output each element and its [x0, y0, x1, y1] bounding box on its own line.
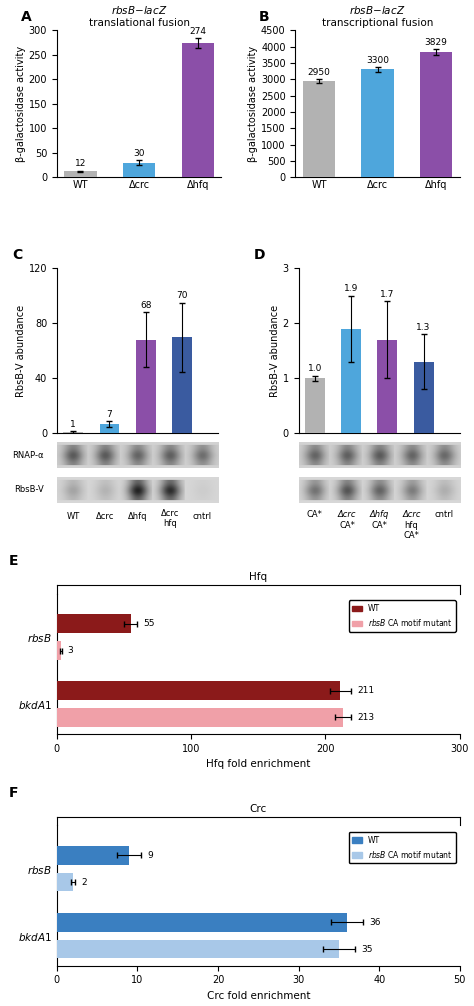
Bar: [341, 329, 361, 434]
Text: E: E: [9, 554, 18, 568]
Text: 12: 12: [75, 159, 86, 168]
Text: 1.0: 1.0: [308, 364, 322, 373]
Bar: [57, 912, 347, 932]
Text: 1.3: 1.3: [416, 323, 431, 332]
Text: hfq: hfq: [163, 519, 177, 528]
Text: Δhfq: Δhfq: [128, 512, 147, 521]
Text: B: B: [259, 10, 270, 24]
Bar: [420, 52, 452, 177]
Text: 2950: 2950: [308, 67, 330, 76]
Title: $\it{rbsB}$$\it{-lacZ}$
translational fusion: $\it{rbsB}$$\it{-lacZ}$ translational fu…: [89, 4, 190, 28]
Text: CA*: CA*: [371, 521, 387, 530]
Text: cntrl: cntrl: [434, 510, 453, 519]
Text: 7: 7: [107, 409, 112, 418]
Y-axis label: RbsB-V abundance: RbsB-V abundance: [16, 305, 26, 397]
Bar: [182, 43, 214, 177]
Bar: [100, 424, 119, 434]
Text: 274: 274: [189, 27, 206, 36]
Text: RbsB-V: RbsB-V: [14, 485, 44, 494]
Text: Δcrc: Δcrc: [402, 510, 421, 519]
Text: C: C: [12, 247, 22, 262]
Text: Δhfq: Δhfq: [370, 510, 389, 519]
Text: CA*: CA*: [403, 531, 419, 540]
Text: 55: 55: [144, 620, 155, 629]
Text: F: F: [9, 786, 18, 800]
Bar: [303, 80, 335, 177]
Bar: [57, 940, 339, 959]
Text: CA*: CA*: [339, 521, 355, 530]
Text: Δcrc: Δcrc: [96, 512, 114, 521]
Bar: [57, 641, 61, 660]
X-axis label: Hfq fold enrichment: Hfq fold enrichment: [206, 760, 310, 770]
Legend: WT, $\it{rbsB}$ CA motif mutant: WT, $\it{rbsB}$ CA motif mutant: [348, 601, 456, 632]
Text: 3: 3: [68, 646, 73, 655]
Bar: [362, 69, 394, 177]
Title: $\it{rbsB}$$\it{-lacZ}$
transcriptional fusion: $\it{rbsB}$$\it{-lacZ}$ transcriptional …: [322, 4, 433, 28]
Text: Δcrc: Δcrc: [337, 510, 356, 519]
Text: 3300: 3300: [366, 55, 389, 64]
Text: 9: 9: [147, 851, 153, 860]
Y-axis label: RbsB-V abundance: RbsB-V abundance: [270, 305, 280, 397]
Bar: [57, 681, 340, 700]
Bar: [64, 171, 97, 177]
Bar: [57, 708, 343, 726]
Text: Hfq: Hfq: [249, 572, 267, 582]
Bar: [136, 340, 155, 434]
Bar: [377, 340, 397, 434]
Text: 3829: 3829: [425, 37, 447, 46]
Text: 70: 70: [176, 292, 188, 301]
Text: 36: 36: [369, 917, 381, 927]
Y-axis label: β-galactosidase activity: β-galactosidase activity: [16, 45, 26, 162]
Bar: [123, 163, 155, 177]
Text: Δcrc: Δcrc: [161, 509, 179, 518]
Bar: [414, 362, 434, 434]
Bar: [172, 337, 192, 434]
Text: cntrl: cntrl: [192, 512, 211, 521]
Text: 68: 68: [140, 301, 151, 310]
X-axis label: Crc fold enrichment: Crc fold enrichment: [207, 991, 310, 1001]
Y-axis label: β-galactosidase activity: β-galactosidase activity: [248, 45, 258, 162]
Bar: [57, 873, 73, 891]
Text: A: A: [21, 10, 31, 24]
Text: hfq: hfq: [404, 521, 419, 530]
Text: RNAP-α: RNAP-α: [12, 451, 44, 460]
Legend: WT, $\it{rbsB}$ CA motif mutant: WT, $\it{rbsB}$ CA motif mutant: [348, 832, 456, 863]
Text: 1.7: 1.7: [380, 290, 394, 299]
Bar: [57, 846, 129, 865]
Text: 213: 213: [357, 713, 374, 722]
Text: Crc: Crc: [250, 804, 267, 814]
Text: 2: 2: [82, 877, 87, 886]
Text: CA*: CA*: [307, 510, 323, 519]
Bar: [64, 432, 83, 434]
Bar: [305, 378, 325, 434]
Text: D: D: [254, 247, 265, 262]
Text: 30: 30: [133, 149, 145, 158]
Text: 1: 1: [70, 420, 76, 429]
Text: 211: 211: [357, 686, 374, 695]
Text: 1.9: 1.9: [344, 285, 358, 294]
Text: 35: 35: [361, 945, 373, 954]
Text: WT: WT: [66, 512, 80, 521]
Bar: [57, 615, 131, 633]
